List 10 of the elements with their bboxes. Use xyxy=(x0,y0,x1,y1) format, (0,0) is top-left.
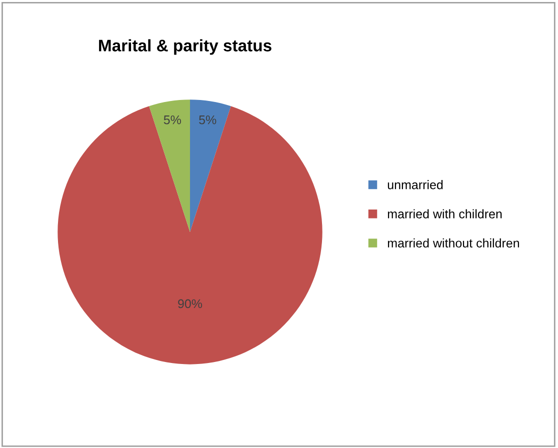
pie-slice xyxy=(58,106,322,364)
legend-label: married with children xyxy=(388,209,502,218)
legend-label: married without children xyxy=(388,238,520,248)
pie-slice xyxy=(149,100,190,232)
data-label: 90% xyxy=(178,299,202,308)
data-label: 5% xyxy=(199,115,216,124)
chart-title: Marital & parity status xyxy=(99,39,272,55)
legend-label: unmarried xyxy=(388,180,443,190)
pie-slice xyxy=(190,100,231,232)
data-label: 5% xyxy=(164,115,181,124)
